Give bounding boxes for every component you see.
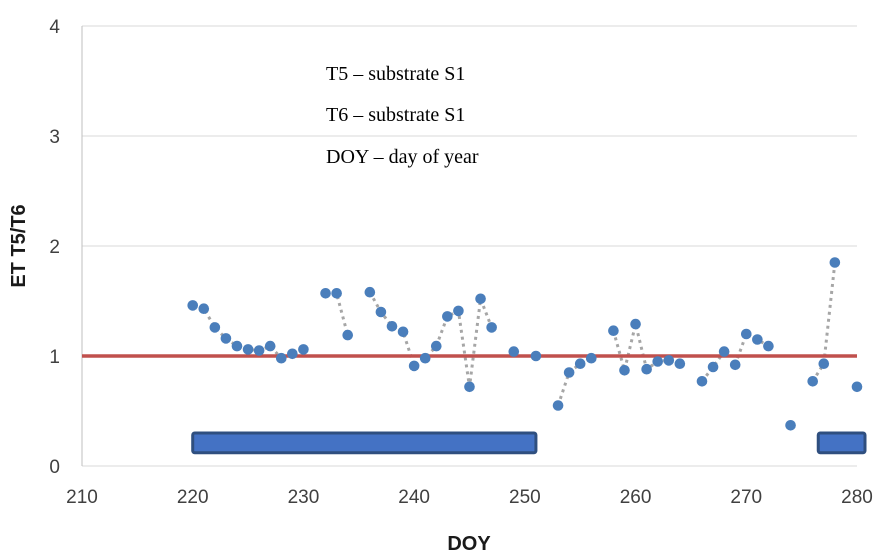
data-point (630, 318, 641, 330)
x-axis-title: DOY (447, 533, 491, 555)
data-point (264, 340, 276, 352)
data-point (231, 340, 243, 352)
x-tick-label: 230 (288, 487, 320, 508)
period-bar (191, 431, 538, 455)
data-point (718, 346, 730, 357)
period-bar (816, 431, 867, 455)
y-tick-label: 0 (49, 457, 60, 478)
data-point (641, 363, 652, 375)
data-point (585, 352, 597, 364)
data-point (608, 325, 619, 337)
data-point (818, 358, 830, 370)
data-point (763, 340, 774, 352)
data-point (652, 356, 664, 367)
data-point (253, 345, 265, 356)
dotted-connectors (192, 262, 837, 406)
data-point (696, 376, 708, 387)
data-point (674, 358, 686, 370)
connector-segment (325, 291, 350, 336)
x-tick-label: 240 (398, 487, 430, 508)
data-point (740, 328, 752, 340)
data-point (619, 365, 630, 376)
data-point (198, 303, 210, 315)
y-tick-labels: 0 1 2 3 4 (49, 17, 60, 478)
data-point (397, 326, 409, 338)
data-point (209, 322, 221, 333)
data-point (320, 288, 331, 299)
data-point (242, 344, 254, 355)
data-point (785, 420, 796, 431)
data-point (663, 355, 675, 366)
y-tick-label: 4 (49, 17, 60, 38)
data-point (752, 334, 763, 345)
x-tick-labels: 210 220 230 240 250 260 270 280 (66, 487, 873, 508)
data-point (386, 321, 398, 332)
data-point (829, 257, 841, 268)
data-point (530, 350, 542, 362)
period-bars (191, 431, 867, 455)
y-tick-label: 3 (49, 127, 60, 148)
data-point (419, 352, 431, 364)
data-point (442, 311, 453, 322)
data-point (464, 381, 475, 393)
x-tick-label: 220 (177, 487, 209, 508)
data-point (342, 329, 354, 341)
data-point (275, 352, 287, 364)
x-tick-label: 280 (841, 487, 873, 508)
data-point (298, 344, 309, 355)
connector-segment (733, 331, 770, 366)
horizontal-gridlines (82, 25, 857, 467)
data-point (552, 400, 564, 411)
data-point (574, 358, 586, 370)
data-point (508, 346, 520, 357)
data-point (707, 361, 719, 373)
data-point (475, 293, 486, 305)
annotation-doy: DOY – day of year (326, 146, 479, 168)
x-tick-label: 260 (620, 487, 652, 508)
data-point (375, 306, 387, 318)
data-point (220, 333, 232, 344)
data-point (807, 376, 819, 387)
data-point (851, 381, 863, 393)
annotation-t6: T6 – substrate S1 (326, 104, 465, 126)
data-point (331, 288, 342, 299)
connector-segment (556, 356, 592, 406)
data-point (408, 360, 420, 372)
y-tick-label: 2 (49, 237, 60, 258)
data-point (287, 348, 298, 360)
data-points (187, 257, 863, 431)
annotation-t5: T5 – substrate S1 (326, 63, 465, 85)
y-tick-label: 1 (49, 347, 60, 368)
y-axis-title: ET T5/T6 (8, 204, 30, 287)
data-point (430, 340, 442, 352)
data-point (486, 322, 497, 333)
data-point (563, 367, 575, 378)
data-point (453, 305, 464, 317)
data-point (187, 300, 199, 311)
data-point (729, 359, 741, 371)
x-tick-label: 210 (66, 487, 98, 508)
x-tick-label: 250 (509, 487, 541, 508)
data-point (364, 286, 376, 298)
x-tick-label: 270 (730, 487, 762, 508)
connector-segment (368, 291, 494, 388)
